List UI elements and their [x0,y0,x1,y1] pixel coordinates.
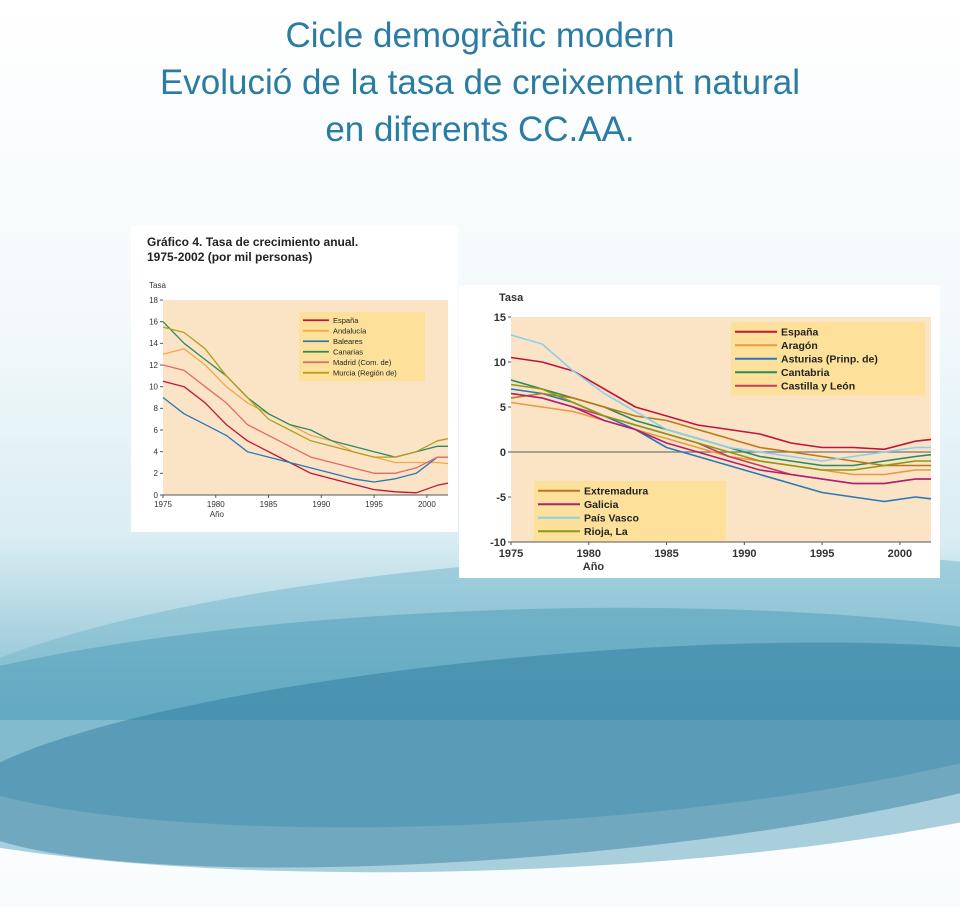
slide-title: Cicle demogràfic modern Evolució de la t… [0,12,960,153]
y-tick-label: 16 [149,317,158,326]
slide-title-line-3: en diferents CC.AA. [325,110,635,149]
series-line [162,380,449,494]
x-tick-label: 1980 [577,548,601,560]
legend-box [299,312,425,381]
legend-label: Murcia (Región de) [333,368,397,377]
slide-title-line-2: Evolució de la tasa de creixement natura… [159,63,801,102]
series-line [162,364,448,474]
y-tick-label: 0 [500,447,506,459]
legend-label: España [333,316,359,325]
legend-label: España [781,326,819,338]
y-tick-label: 8 [154,404,159,413]
x-axis-label: Año [210,510,225,519]
legend-label: Andalucía [333,326,367,335]
legend-label: Rioja, La [584,526,628,538]
y-axis-label: Tasa [499,292,524,304]
x-tick-label: 1980 [207,500,225,509]
series-line [510,334,931,462]
y-tick-label: 14 [149,339,158,348]
y-tick-label: 6 [154,426,159,435]
x-tick-label: 1995 [365,500,383,509]
chart-right: Tasa -10 -5 0 5 10 15 1975 1980 1985 1990 1995 2000 A… [490,292,932,573]
x-tick-label: 2000 [418,500,436,509]
x-axis-label: Año [583,561,605,573]
legend-label: Galicia [584,499,619,511]
y-tick-label: 4 [154,447,159,456]
x-tick-label: 1985 [260,500,278,509]
y-tick-label: 5 [500,402,506,414]
chart-title: Gráfico 4. Tasa de crecimiento anual. [147,235,358,249]
legend-label: Canarias [333,347,363,356]
legend-label: Baleares [333,337,363,346]
chart-panel-right: Tasa -10 -5 0 5 10 15 1975 1980 1985 1990 1995 2000 A… [459,285,940,578]
y-tick-label: 0 [154,491,159,500]
series-line [510,356,932,451]
y-tick-label: 2 [154,469,159,478]
x-tick-label: 1975 [499,548,523,560]
series-line [510,392,931,485]
slide-title-line-1: Cicle demogràfic modern [285,16,675,55]
x-tick-label: 1990 [732,548,756,560]
legend-label: Madrid (Com. de) [333,358,392,367]
y-tick-label: -5 [496,492,506,504]
legend-label: Asturias (Prinp. de) [781,353,878,365]
series-line [510,383,931,471]
legend-label: Castilla y León [781,380,855,392]
chart-title: 1975-2002 (por mil personas) [147,250,312,264]
chart-left: Gráfico 4. Tasa de crecimiento anual.197… [147,235,449,519]
series-line [162,326,449,458]
chart-panel-left: Gráfico 4. Tasa de crecimiento anual. 197… [131,226,458,532]
x-tick-label: 2000 [888,548,912,560]
legend-label: País Vasco [584,512,639,524]
y-axis-label: Tasa [149,281,166,290]
x-tick-label: 1995 [810,548,834,560]
legend-label: Cantabria [781,367,830,379]
x-tick-label: 1990 [312,500,330,509]
x-tick-label: 1975 [154,500,172,509]
y-tick-label: 18 [149,296,158,305]
x-tick-label: 1985 [654,548,678,560]
series-line [510,392,931,467]
y-tick-label: 15 [494,312,506,324]
y-tick-label: 10 [149,382,158,391]
legend-label: Aragón [781,340,818,352]
series-line [162,396,448,483]
legend-label: Extremadura [584,485,648,497]
y-tick-label: 10 [494,357,506,369]
y-tick-label: 12 [149,361,158,370]
y-tick-label: -10 [490,537,506,549]
series-line [162,348,449,465]
